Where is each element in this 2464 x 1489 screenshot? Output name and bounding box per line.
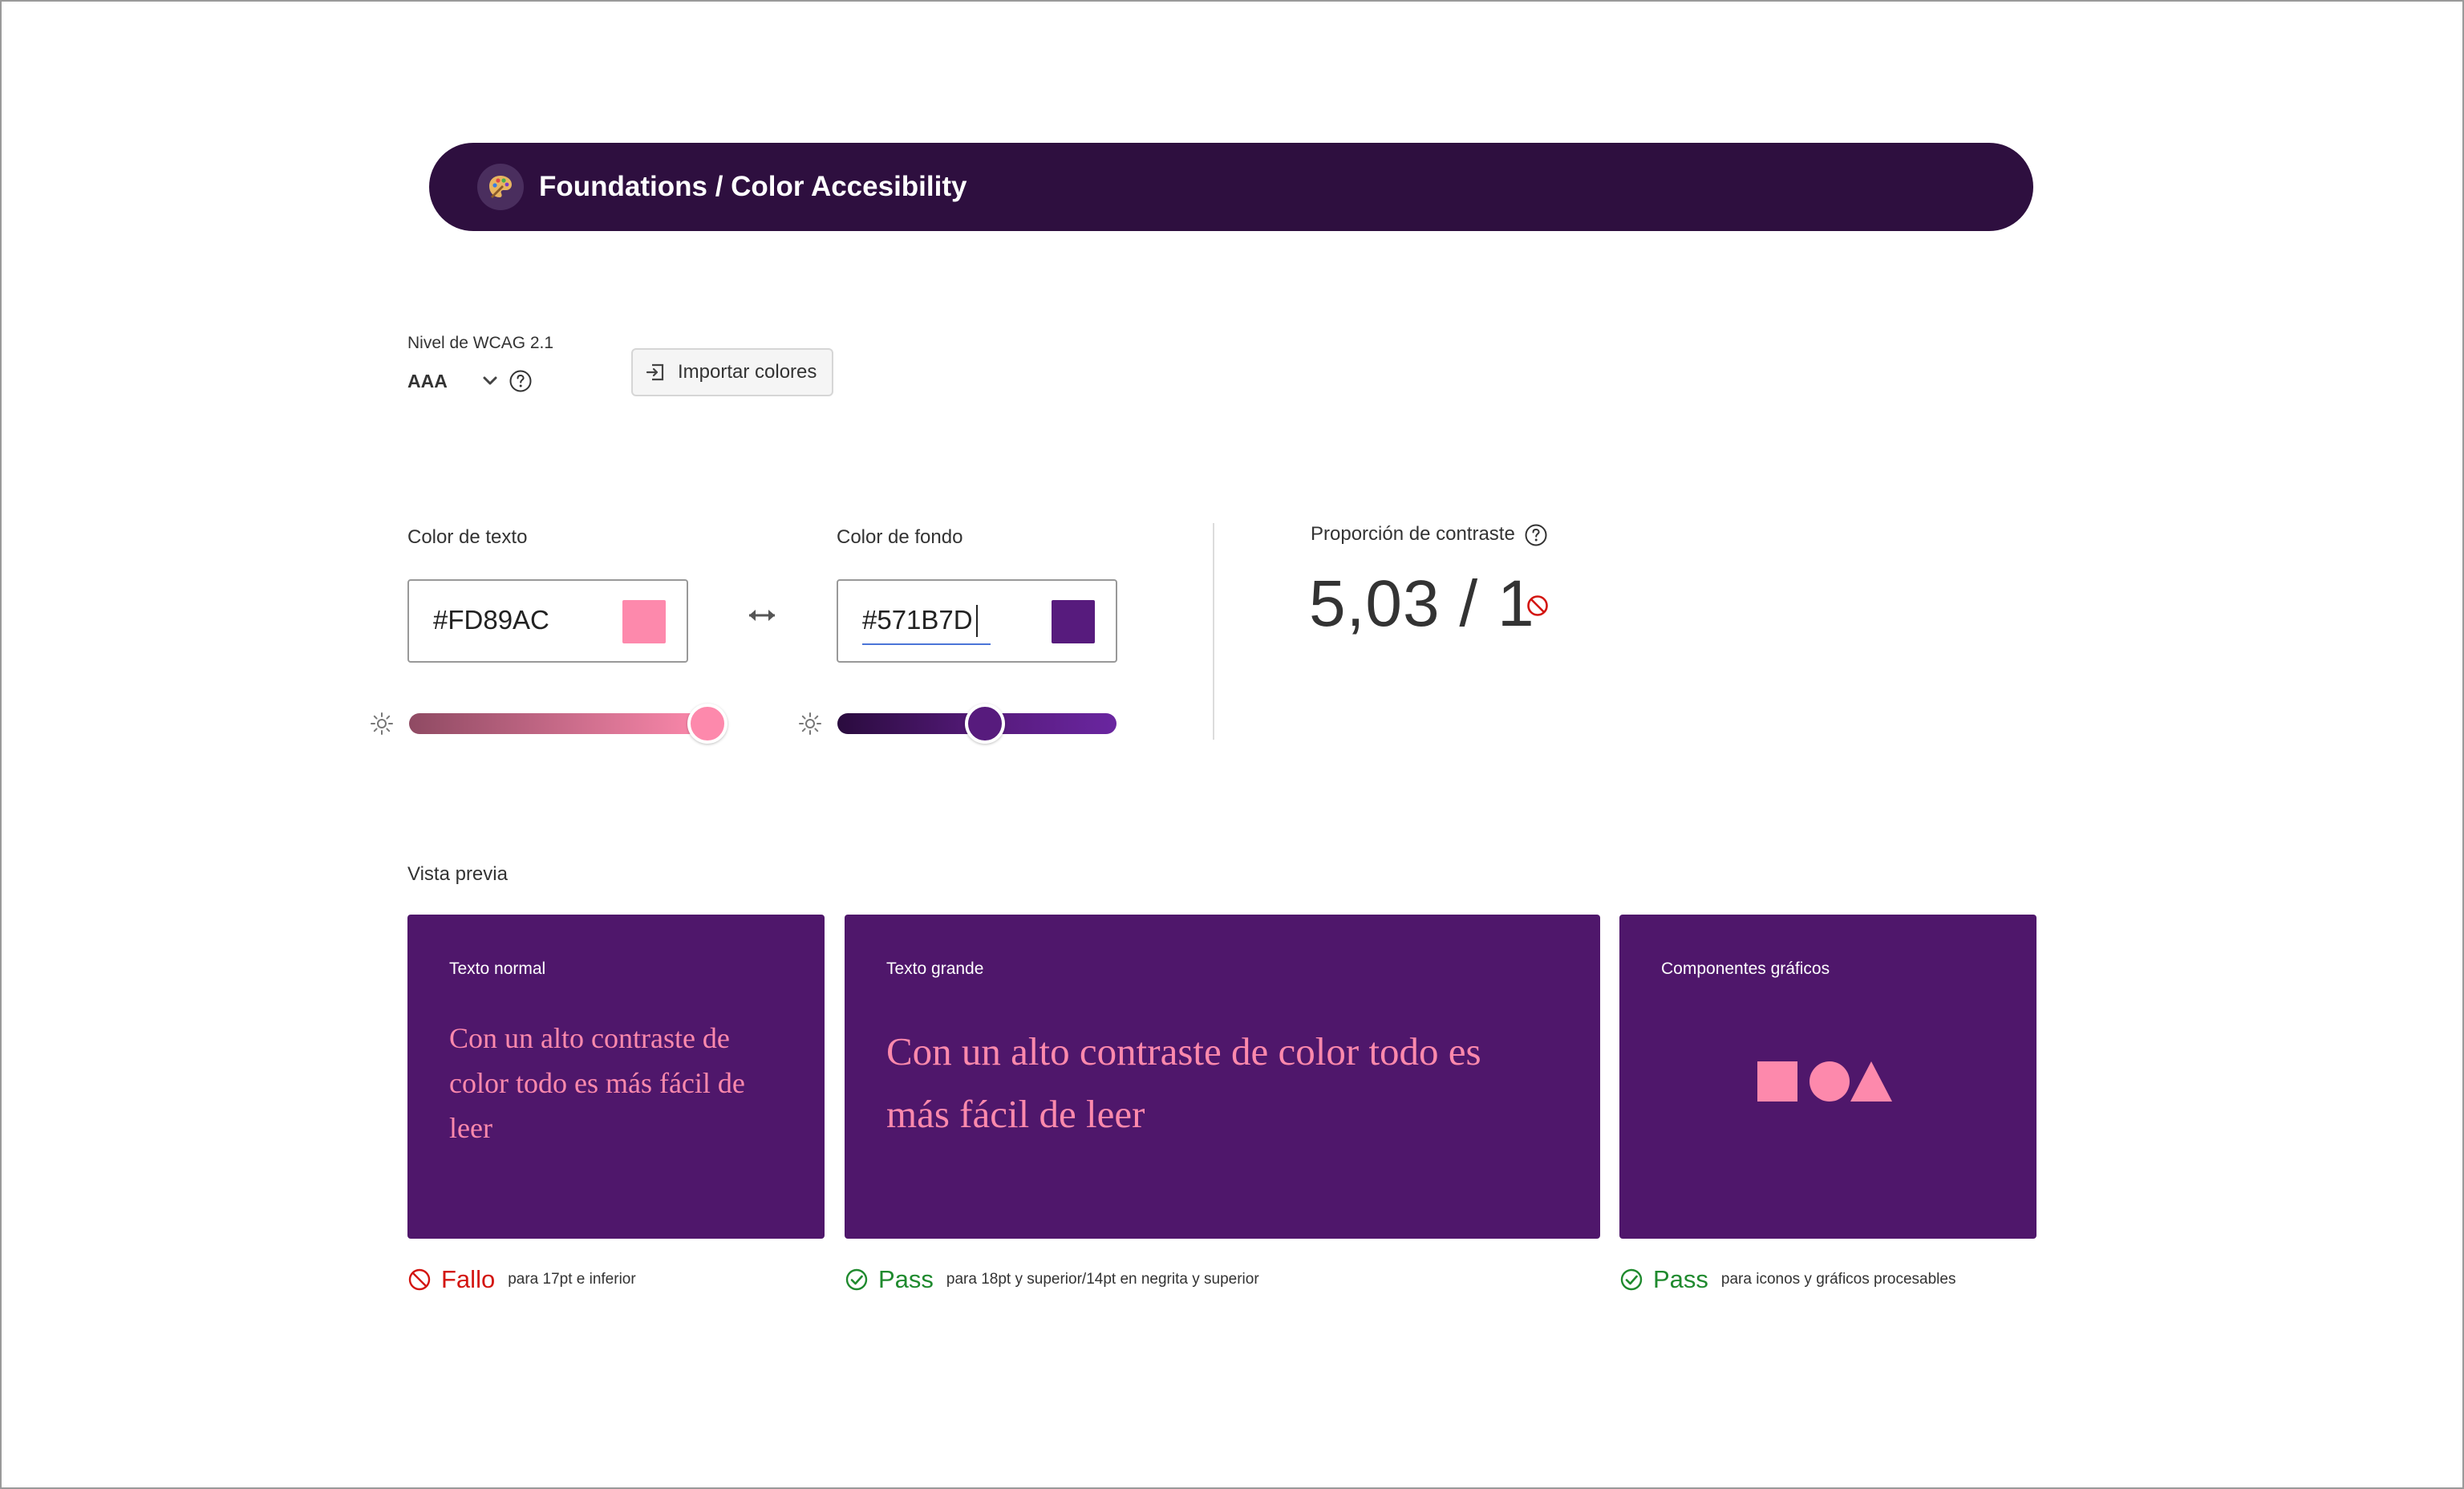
text-color-swatch[interactable]	[622, 600, 666, 643]
circle-shape	[1810, 1061, 1850, 1102]
section-divider	[1213, 523, 1214, 740]
text-brightness-slider-thumb[interactable]	[687, 704, 727, 744]
wcag-level-value[interactable]: AAA	[407, 371, 448, 392]
text-color-label: Color de texto	[407, 526, 528, 548]
swap-colors-icon[interactable]	[746, 603, 778, 627]
result-status: Fallo	[441, 1265, 496, 1293]
text-color-hex[interactable]: #FD89AC	[433, 605, 549, 635]
result-description: para 18pt y superior/14pt en negrita y s…	[946, 1271, 1259, 1288]
help-icon[interactable]	[1524, 523, 1548, 547]
preview-sample-text: Con un alto contraste de color todo es m…	[449, 1022, 745, 1144]
preview-card-title: Texto grande	[886, 960, 984, 978]
result-large-text: Pass para 18pt y superior/14pt en negrit…	[845, 1263, 1259, 1296]
result-normal-text: Fallo para 17pt e inferior	[407, 1263, 636, 1296]
background-color-swatch[interactable]	[1052, 600, 1095, 643]
palette-icon	[477, 164, 524, 210]
fail-icon	[1527, 595, 1548, 616]
preview-card-title: Componentes gráficos	[1661, 960, 1830, 978]
background-color-label: Color de fondo	[837, 526, 963, 548]
result-description: para 17pt e inferior	[508, 1271, 636, 1288]
import-colors-label: Importar colores	[678, 361, 817, 383]
contrast-ratio-label: Proporción de contraste	[1311, 523, 1515, 545]
background-brightness-slider-thumb[interactable]	[965, 704, 1006, 744]
preview-card-normal-text: Texto normal Con un alto contraste de co…	[407, 915, 825, 1239]
triangle-shape	[1850, 1061, 1892, 1102]
graphic-shapes	[1757, 1061, 1892, 1102]
page-title: Foundations / Color Accesibility	[539, 171, 967, 202]
import-colors-button[interactable]: Importar colores	[631, 348, 833, 396]
result-description: para iconos y gráficos procesables	[1720, 1271, 1956, 1288]
chevron-down-icon[interactable]	[480, 371, 500, 392]
brightness-icon	[371, 712, 393, 735]
text-color-field[interactable]: #FD89AC	[407, 579, 688, 663]
app-header: Foundations / Color Accesibility	[429, 143, 2033, 231]
contrast-ratio-value: 5,03 / 1	[1309, 567, 1535, 640]
wcag-level-label: Nivel de WCAG 2.1	[407, 334, 554, 352]
background-color-field[interactable]: #571B7D	[837, 579, 1117, 663]
brightness-icon	[799, 712, 821, 735]
fail-icon	[408, 1268, 431, 1291]
preview-label: Vista previa	[407, 863, 508, 885]
text-brightness-slider[interactable]	[409, 713, 707, 734]
square-shape	[1757, 1061, 1797, 1102]
input-focus-underline	[862, 643, 991, 645]
result-status: Pass	[878, 1265, 934, 1293]
preview-card-large-text: Texto grande Con un alto contraste de co…	[845, 915, 1600, 1239]
result-status: Pass	[1653, 1265, 1708, 1293]
result-graphics: Pass para iconos y gráficos procesables	[1619, 1263, 1955, 1296]
background-color-hex[interactable]: #571B7D	[862, 605, 973, 635]
pass-icon	[1620, 1268, 1643, 1291]
preview-card-graphics: Componentes gráficos	[1619, 915, 2036, 1239]
import-icon	[646, 363, 664, 381]
text-caret	[976, 605, 978, 637]
preview-card-title: Texto normal	[449, 960, 546, 978]
help-icon[interactable]	[509, 369, 533, 393]
preview-sample-text: Con un alto contraste de color todo es m…	[886, 1029, 1481, 1136]
pass-icon	[845, 1268, 868, 1291]
